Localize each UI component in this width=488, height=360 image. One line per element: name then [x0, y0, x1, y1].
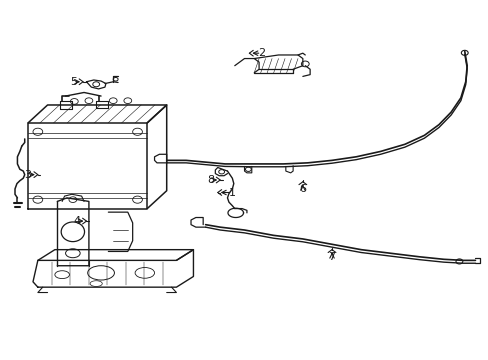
- Text: 5: 5: [70, 77, 77, 87]
- Text: 1: 1: [228, 188, 235, 198]
- Text: 6: 6: [299, 184, 305, 194]
- Text: 3: 3: [24, 170, 32, 180]
- Text: 8: 8: [206, 175, 214, 185]
- Text: 4: 4: [73, 216, 80, 226]
- Text: 7: 7: [328, 252, 335, 262]
- Text: 2: 2: [258, 48, 264, 58]
